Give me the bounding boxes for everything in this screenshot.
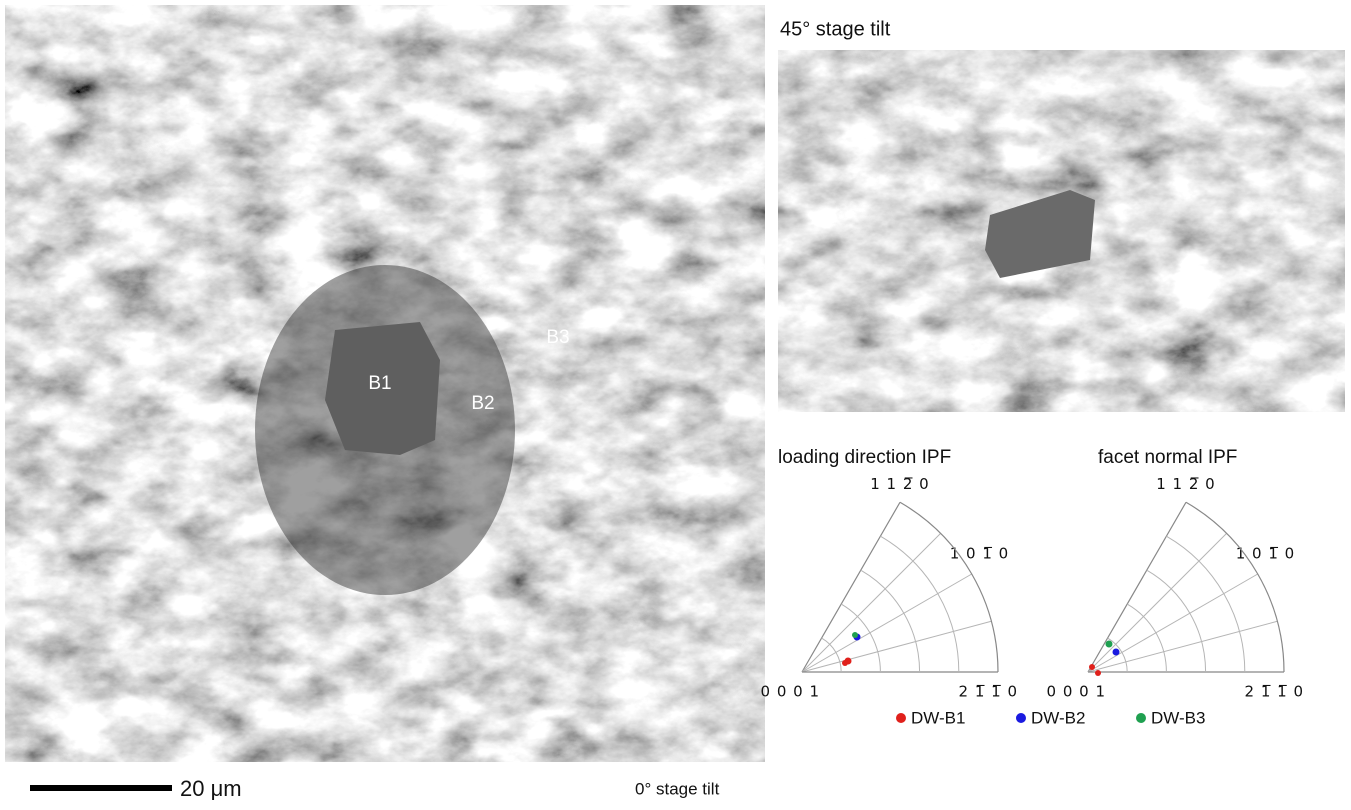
figure: B1 B2 B3 45° stage tilt 20 μm 0° stage t…	[0, 0, 1351, 810]
orientation-point	[842, 660, 848, 666]
legend-marker	[1136, 713, 1146, 723]
orientation-point	[1095, 670, 1101, 676]
ipf-grid-line	[1088, 574, 1258, 672]
scale-bar-label: 20 μm	[180, 776, 242, 801]
main-caption: 0° stage tilt	[635, 779, 720, 798]
ipf-title: loading direction IPF	[778, 447, 951, 468]
legend: DW-B1 DW-B2 DW-B3	[896, 708, 1205, 727]
legend-label: DW-B1	[911, 708, 965, 727]
legend-label: DW-B3	[1151, 708, 1205, 727]
legend-marker	[1016, 713, 1026, 723]
page: body { margin: 0; width: 1351px; height:…	[0, 0, 1351, 810]
sem-tilted-image	[778, 50, 1345, 412]
facet-label: B2	[471, 393, 494, 414]
orientation-point	[1113, 649, 1120, 656]
orientation-point	[1089, 664, 1095, 670]
pole-label: 2 1̅ 1̅ 0	[1245, 683, 1304, 701]
pole-label: 1 1 2̅ 0	[870, 475, 929, 493]
tilted-title: 45° stage tilt	[780, 18, 891, 40]
orientation-point	[1106, 641, 1113, 648]
pole-label: 0 0 0 1	[1047, 683, 1106, 701]
ipf-grid-line	[802, 533, 941, 672]
pole-label: 2 1̅ 1̅ 0	[959, 683, 1018, 701]
ipf-grid-line	[1088, 533, 1227, 672]
pole-label: 0 0 0 1	[761, 683, 820, 701]
ipf-title: facet normal IPF	[1098, 447, 1237, 468]
legend-label: DW-B2	[1031, 708, 1085, 727]
ipf-grid-line	[802, 574, 972, 672]
pole-label: 1 1 2̅ 0	[1156, 475, 1215, 493]
orientation-point	[852, 632, 858, 638]
body: {"figure": { "tilted_view": {"title": "4…	[0, 0, 1351, 810]
ipf-grid-line	[802, 621, 991, 672]
ipf-boundary	[802, 502, 900, 672]
scale-bar	[30, 785, 172, 791]
sem-main-image: B1 B2 B3	[5, 5, 765, 762]
facet-label: B3	[546, 327, 569, 348]
facet-label: B1	[368, 373, 391, 394]
ipf-boundary	[1088, 502, 1186, 672]
ipf-grid-line	[1088, 621, 1277, 672]
legend-marker	[896, 713, 906, 723]
